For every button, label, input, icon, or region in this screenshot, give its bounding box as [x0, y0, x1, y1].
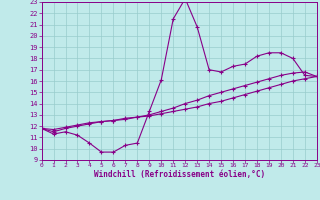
- X-axis label: Windchill (Refroidissement éolien,°C): Windchill (Refroidissement éolien,°C): [94, 170, 265, 179]
